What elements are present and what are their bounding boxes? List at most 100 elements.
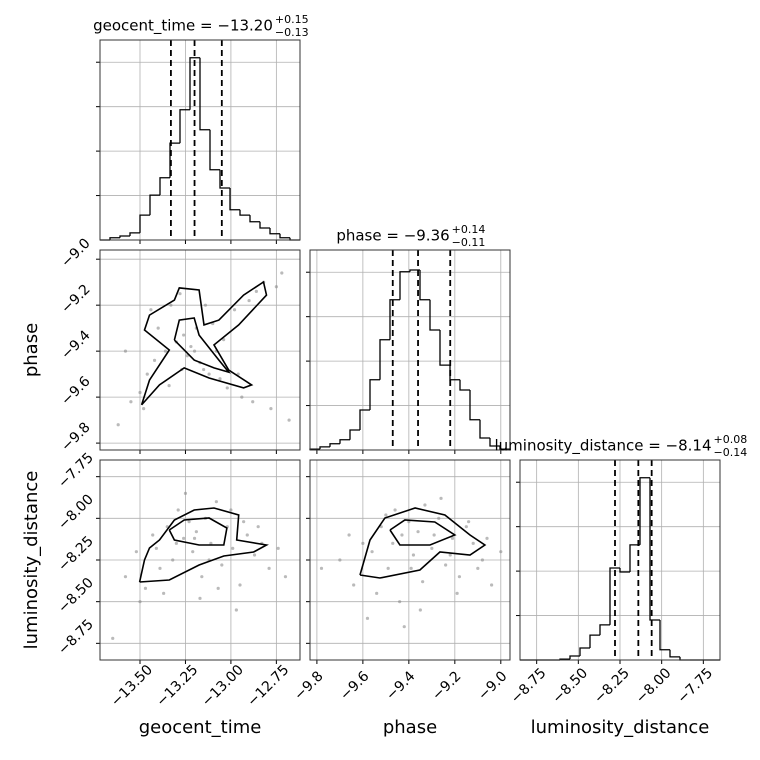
panel-title: luminosity_distance = −8.14 <box>494 437 711 456</box>
sample-point <box>207 372 211 376</box>
sample-point <box>182 536 186 540</box>
sample-point <box>149 308 153 312</box>
histogram-step <box>359 409 370 430</box>
sample-point <box>416 530 420 534</box>
sample-point <box>283 575 288 579</box>
sample-point <box>183 491 188 495</box>
title-lower: −0.13 <box>275 26 309 39</box>
sample-point <box>192 349 197 353</box>
panel-title: phase = −9.36 <box>336 227 449 245</box>
sample-point <box>450 536 455 540</box>
x-tick-label: −9.6 <box>337 668 372 703</box>
histogram-step <box>329 443 340 447</box>
sample-point <box>375 591 379 595</box>
sample-point <box>111 636 115 640</box>
sample-point <box>220 563 224 567</box>
sample-point <box>174 541 178 545</box>
histogram-step <box>439 330 450 366</box>
sample-point <box>116 423 120 427</box>
sample-point <box>145 372 149 376</box>
sample-point <box>189 344 193 349</box>
x-tick-label: −9.4 <box>383 668 418 703</box>
contour <box>359 507 487 579</box>
sample-point <box>432 533 436 537</box>
sample-point <box>361 541 365 545</box>
sample-point <box>384 513 388 517</box>
title-upper: +0.14 <box>452 223 486 236</box>
histogram-step <box>129 232 140 236</box>
sample-point <box>400 533 404 537</box>
sample-point <box>455 591 459 595</box>
sample-point <box>476 566 480 570</box>
sample-point <box>485 536 489 540</box>
histogram-step <box>269 228 280 235</box>
sample-point <box>457 575 462 579</box>
histogram-step <box>159 177 170 196</box>
sample-point <box>338 558 342 562</box>
histogram-step <box>199 57 210 131</box>
histogram-step <box>259 221 270 229</box>
y-tick-label: −9.6 <box>58 373 93 408</box>
panel-frame <box>99 459 301 661</box>
sample-point <box>198 596 202 600</box>
x-tick-label: −8.50 <box>550 665 592 707</box>
title-upper: +0.15 <box>275 13 309 26</box>
sample-point <box>156 326 160 330</box>
histogram-step <box>319 446 330 450</box>
sample-point <box>158 566 162 570</box>
histogram-step <box>469 390 480 421</box>
sample-point <box>242 520 246 524</box>
y-tick-label: −9.8 <box>58 419 93 454</box>
sample-point <box>352 583 356 587</box>
y-tick-label: −9.4 <box>58 327 93 362</box>
x-tick-label: −9.8 <box>291 668 326 703</box>
histogram-step <box>179 109 190 144</box>
panel-frame <box>99 249 301 451</box>
x-axis-label: luminosity_distance <box>531 717 710 738</box>
sample-point <box>151 533 155 537</box>
sample-point <box>154 546 158 550</box>
histogram-step <box>609 567 620 625</box>
panel-title: geocent_time = −13.20 <box>93 17 273 36</box>
sample-point <box>490 583 494 587</box>
sample-point <box>499 550 503 554</box>
x-tick-label: −9.2 <box>429 668 464 703</box>
sample-point <box>274 285 278 289</box>
y-tick-label: −8.00 <box>55 492 97 534</box>
histogram-step <box>349 429 360 440</box>
sample-point <box>231 546 235 550</box>
sample-point <box>138 390 142 395</box>
sample-point <box>437 516 441 520</box>
sample-point <box>134 550 138 554</box>
contour <box>138 507 269 583</box>
sample-point <box>194 530 198 534</box>
sample-point <box>276 546 280 550</box>
histogram-step <box>409 269 420 272</box>
histogram-step <box>599 624 610 636</box>
x-tick-label: −13.50 <box>108 662 156 710</box>
histogram-step <box>279 233 290 239</box>
x-tick-label: −8.00 <box>633 665 675 707</box>
title-lower: −0.11 <box>452 236 486 249</box>
x-tick-label: −13.25 <box>153 662 201 710</box>
sample-point <box>464 525 468 529</box>
sample-point <box>200 575 204 579</box>
sample-point <box>167 384 171 388</box>
sample-point <box>229 508 233 512</box>
title-lower: −0.14 <box>714 446 748 459</box>
sample-point <box>214 500 218 504</box>
histogram-step <box>109 237 120 240</box>
sample-point <box>480 558 485 562</box>
sample-point <box>176 508 180 512</box>
sample-point <box>171 558 175 562</box>
y-tick-label: −8.50 <box>55 575 97 617</box>
sample-point <box>365 616 370 620</box>
sample-point <box>182 333 186 337</box>
sample-point <box>391 541 395 545</box>
sample-point <box>393 508 397 512</box>
sample-point <box>203 303 208 307</box>
sample-point <box>152 358 157 362</box>
sample-point <box>411 553 416 557</box>
contour <box>173 317 231 374</box>
